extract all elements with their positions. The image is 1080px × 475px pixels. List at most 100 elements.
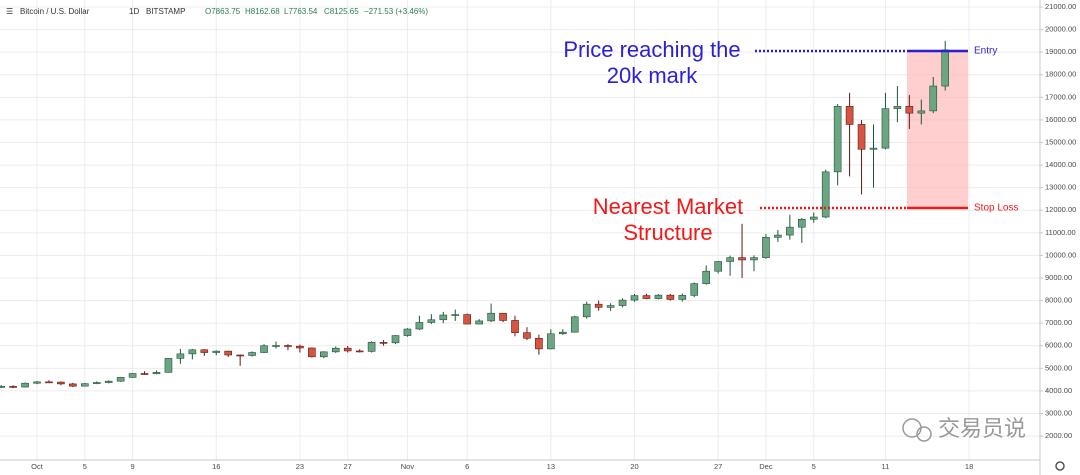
candle-body <box>857 124 866 150</box>
menu-icon[interactable]: ☰ <box>6 7 13 16</box>
candle-body <box>128 373 137 378</box>
candle-body <box>570 316 579 333</box>
candle-body <box>152 372 161 375</box>
y-tick-label: 9000.00 <box>1045 273 1072 282</box>
candle-body <box>594 303 603 308</box>
candle-body <box>654 294 663 299</box>
candle-body <box>582 303 591 318</box>
candle-body <box>893 106 902 109</box>
x-tick-label: 6 <box>465 462 469 471</box>
y-tick-label: 12000.00 <box>1045 205 1076 214</box>
candle-body <box>92 382 101 384</box>
candle-body <box>463 314 472 325</box>
y-tick-label: 16000.00 <box>1045 115 1076 124</box>
candle-body <box>630 295 639 301</box>
y-tick-label: 15000.00 <box>1045 137 1076 146</box>
candle-body <box>9 386 17 388</box>
candle-body <box>558 331 567 335</box>
candle-body <box>666 294 675 300</box>
watermark-icon <box>916 426 932 442</box>
ohlc-open: O7863.75 <box>205 7 241 16</box>
y-tick-label: 17000.00 <box>1045 92 1076 101</box>
candle-body <box>702 270 711 284</box>
x-tick-label: Oct <box>31 462 44 471</box>
candle-body <box>81 383 89 387</box>
candle-body <box>869 147 878 150</box>
candle-body <box>308 347 316 358</box>
candle-body <box>738 257 746 261</box>
candle-body <box>905 106 914 114</box>
candle-body <box>535 337 543 350</box>
candle-body <box>427 319 436 323</box>
candle-body <box>391 335 400 344</box>
candle-body <box>750 257 758 261</box>
interval: 1D <box>129 7 139 16</box>
x-tick-label: 16 <box>212 462 220 471</box>
candle-body <box>618 299 627 306</box>
ohlc-high: H8162.68 <box>245 7 280 16</box>
y-tick-label: 20000.00 <box>1045 25 1076 34</box>
candle-body <box>104 380 113 383</box>
marks <box>0 40 950 389</box>
candle-body <box>21 382 29 388</box>
y-tick-label: 13000.00 <box>1045 183 1076 192</box>
candle-body <box>236 354 244 357</box>
candle-body <box>881 108 890 149</box>
watermark-text: 交易员说 <box>938 416 1026 441</box>
x-tick-label: 23 <box>296 462 304 471</box>
header: ☰ Bitcoin / U.S. Dollar 1D BITSTAMP O786… <box>6 7 428 16</box>
candle-body <box>224 350 232 356</box>
x-tick-label: Nov <box>401 462 415 471</box>
candle-body <box>69 383 77 387</box>
candle-body <box>606 305 615 308</box>
x-tick-label: 27 <box>714 462 722 471</box>
settings-button[interactable] <box>1055 461 1065 471</box>
level-label: Stop Loss <box>974 203 1018 214</box>
y-tick-label: 6000.00 <box>1045 341 1072 350</box>
candle-body <box>809 216 818 220</box>
candle-body <box>523 332 531 339</box>
x-tick-label: 18 <box>965 462 973 471</box>
candle-body <box>272 345 280 347</box>
candle-body <box>726 257 734 262</box>
callout-text: Nearest Market <box>593 194 743 219</box>
candle-body <box>116 377 125 382</box>
x-tick-label: 5 <box>812 462 816 471</box>
candle-body <box>439 314 448 321</box>
candle-body <box>475 320 483 325</box>
candle-body <box>57 381 65 385</box>
candle-body <box>296 345 304 349</box>
y-tick-label: 11000.00 <box>1045 228 1076 237</box>
candle-body <box>941 49 950 87</box>
candle-body <box>762 237 770 258</box>
candle-body <box>642 295 651 299</box>
x-tick-label: 5 <box>83 462 87 471</box>
candle-body <box>917 110 926 114</box>
candle-body <box>511 320 519 333</box>
x-tick-label: 20 <box>630 462 638 471</box>
callout-text: 20k mark <box>607 63 698 88</box>
candle-body <box>403 328 412 336</box>
candle-body <box>487 312 495 322</box>
x-tick-label: 27 <box>344 462 352 471</box>
candle-body <box>188 349 197 355</box>
y-tick-label: 2000.00 <box>1045 431 1072 440</box>
candle-body <box>331 347 340 353</box>
candle-body <box>845 106 854 125</box>
y-tick-label: 10000.00 <box>1045 250 1076 259</box>
candle-body <box>821 171 830 218</box>
candle-body <box>678 295 687 300</box>
candle-body <box>499 312 507 321</box>
y-tick-label: 8000.00 <box>1045 296 1072 305</box>
ohlc-close: C8125.65 <box>324 7 359 16</box>
candle-body <box>379 342 388 344</box>
candle-body <box>833 106 842 173</box>
candle-body <box>929 85 938 112</box>
candle-body <box>212 350 221 353</box>
candle-body <box>451 314 460 316</box>
candle-body <box>797 218 806 228</box>
candle-body <box>547 333 555 350</box>
candle-body <box>355 350 364 353</box>
